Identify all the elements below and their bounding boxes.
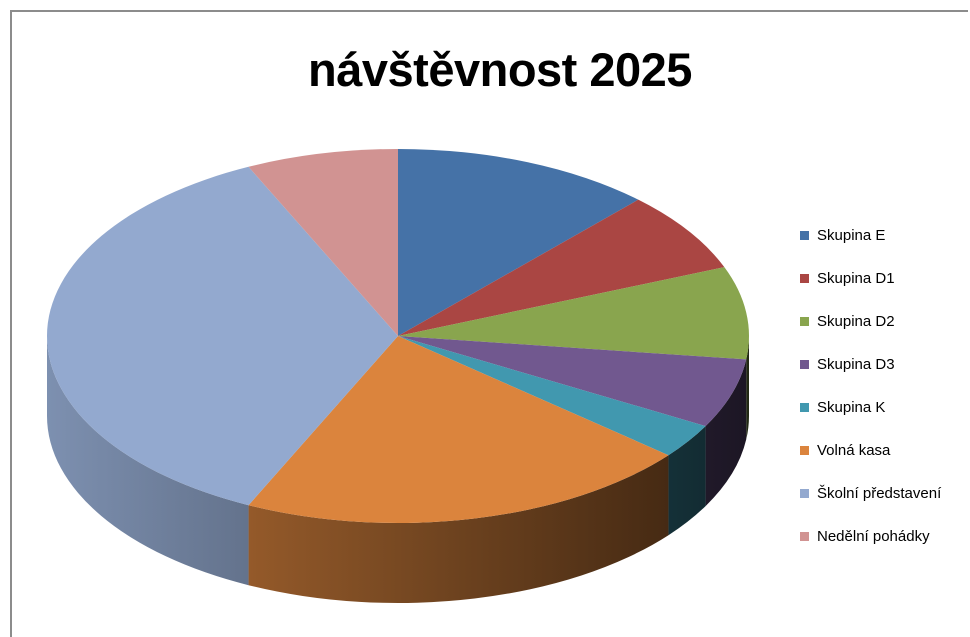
legend-label: Volná kasa xyxy=(817,442,891,459)
pie-slice-skupina-d1[interactable] xyxy=(398,199,725,336)
legend-item-skupina-e: Skupina E xyxy=(800,214,968,257)
pie-slice-nedelni-pohadky[interactable] xyxy=(248,149,398,336)
legend-label: Skupina D3 xyxy=(817,356,895,373)
legend-label: Skupina K xyxy=(817,399,886,416)
pie-slice-skolni-predstaveni[interactable] xyxy=(46,166,398,506)
legend-label: Skupina D1 xyxy=(817,270,895,287)
legend-label: Skupina E xyxy=(817,227,886,244)
legend-label: Školní představení xyxy=(817,485,942,502)
pie-slice-skupina-d2[interactable] xyxy=(398,267,749,360)
legend-item-skupina-d3: Skupina D3 xyxy=(800,343,968,386)
legend-swatch xyxy=(800,274,809,283)
pie-side-volna-kasa xyxy=(248,455,669,603)
legend-swatch xyxy=(800,360,809,369)
legend-item-skupina-k: Skupina K xyxy=(800,386,968,429)
pie-tops xyxy=(46,149,749,523)
pie-side-skupina-d2 xyxy=(746,336,749,440)
pie-side-skolni-predstaveni xyxy=(47,336,249,586)
legend-swatch xyxy=(800,317,809,326)
chart-legend: Skupina E Skupina D1 Skupina D2 Skupina D3 S… xyxy=(800,214,968,558)
legend-item-skolni-predstaveni: Školní představení xyxy=(800,472,968,515)
pie-side-skupina-k xyxy=(668,426,706,536)
legend-label: Skupina D2 xyxy=(817,313,895,330)
legend-item-skupina-d2: Skupina D2 xyxy=(800,300,968,343)
pie-slice-skupina-d3[interactable] xyxy=(398,336,747,427)
legend-swatch xyxy=(800,403,809,412)
pie-slice-volna-kasa[interactable] xyxy=(248,336,669,523)
legend-swatch xyxy=(800,489,809,498)
legend-swatch xyxy=(800,532,809,541)
legend-swatch xyxy=(800,446,809,455)
pie-sides xyxy=(47,336,749,603)
pie-slice-skupina-k[interactable] xyxy=(398,336,706,456)
legend-item-skupina-d1: Skupina D1 xyxy=(800,257,968,300)
legend-label: Nedělní pohádky xyxy=(817,528,930,545)
legend-swatch xyxy=(800,231,809,240)
pie-slice-skupina-e[interactable] xyxy=(398,149,639,336)
legend-item-volna-kasa: Volná kasa xyxy=(800,429,968,472)
pie-side-skupina-d3 xyxy=(705,359,747,507)
legend-item-nedelni-pohadky: Nedělní pohádky xyxy=(800,515,968,558)
